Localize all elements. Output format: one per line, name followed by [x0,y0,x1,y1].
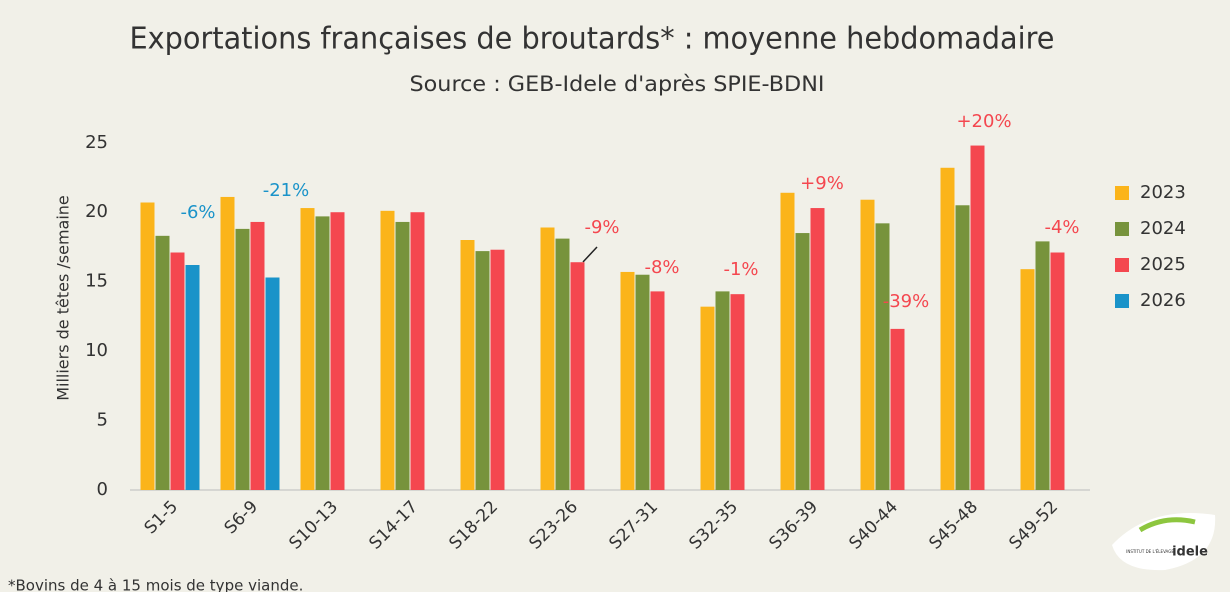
bar [540,227,555,490]
legend-swatch [1115,186,1129,200]
bar [715,291,730,490]
bar [220,196,235,490]
chart-title: Exportations françaises de broutards* : … [130,22,1055,57]
bar [265,277,280,490]
bar [490,249,505,490]
y-tick-label: 0 [97,479,108,500]
y-tick-label: 5 [97,410,108,431]
y-tick-label: 15 [85,271,108,292]
legend-swatch [1115,222,1129,236]
y-axis-label: Milliers de têtes /semaine [54,195,73,401]
logo-subtitle: INSTITUT DE L'ÉLEVAGE [1126,549,1174,554]
annotation: -39% [883,291,930,312]
bar [570,262,585,490]
bar [380,210,395,491]
bar [315,216,330,490]
bar [620,271,635,490]
legend-label: 2023 [1140,182,1186,203]
annotation: -6% [180,202,215,223]
bar [890,328,905,490]
annotation-leader [582,246,598,263]
footnote: *Bovins de 4 à 15 mois de type viande. [8,577,303,592]
bar [170,252,185,490]
annotation: -21% [263,180,310,201]
bar [730,294,745,490]
logo-shape [1112,513,1216,571]
bar [955,205,970,490]
legend-label: 2026 [1140,290,1186,311]
bar [140,202,155,490]
bar [395,221,410,490]
legend-label: 2024 [1140,218,1186,239]
chart-subtitle: Source : GEB-Idele d'après SPIE-BDNI [410,72,825,96]
bar [300,208,315,491]
legend-swatch [1115,294,1129,308]
bar [940,167,955,490]
bar [185,265,200,490]
annotation: +9% [800,173,844,194]
annotation: -8% [644,257,679,278]
annotation: -4% [1044,217,1079,238]
logo: idele INSTITUT DE L'ÉLEVAGE [1112,513,1216,571]
bar [330,212,345,490]
y-tick-label: 20 [85,201,108,222]
logo-swoosh [1138,517,1196,533]
bar [795,233,810,491]
legend-swatch [1115,258,1129,272]
bar [250,221,265,490]
annotation: -1% [723,259,758,280]
bar [860,199,875,490]
y-tick-label: 25 [85,132,108,153]
y-tick-label: 10 [85,340,108,361]
annotation: +20% [956,111,1011,132]
bar [410,212,425,490]
bar [810,208,825,491]
bar [1050,252,1065,490]
bar [155,235,170,490]
bar [475,251,490,490]
bar [1035,241,1050,490]
bar [1020,269,1035,490]
bar [235,228,250,490]
legend-label: 2025 [1140,254,1186,275]
bar [460,240,475,490]
annotation: -9% [584,217,619,238]
bar [650,291,665,490]
bar [635,274,650,490]
logo-name: idele [1172,545,1208,560]
bar [875,223,890,491]
bar [970,145,985,491]
bar [780,192,795,490]
bar [700,306,715,490]
bar [555,238,570,490]
